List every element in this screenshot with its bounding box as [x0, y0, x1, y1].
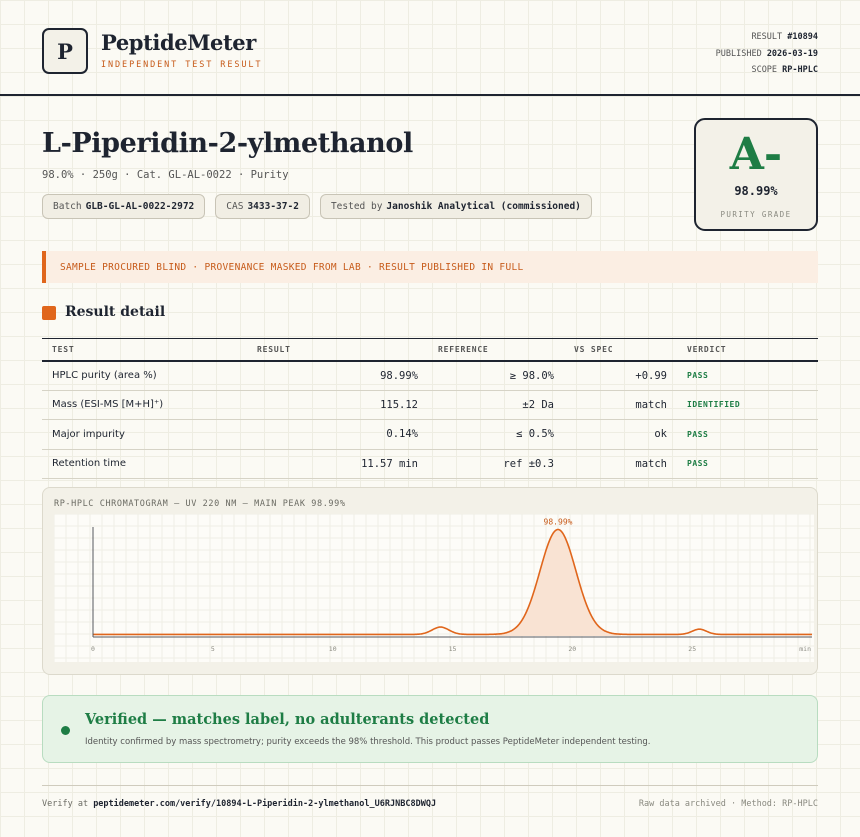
scope-value: RP-HPLC	[782, 65, 818, 75]
table-row: Retention time 11.57 min ref ±0.3 match …	[42, 449, 818, 479]
column-header-result: RESULT	[257, 344, 291, 354]
test-reference: ±2 Da	[522, 398, 554, 411]
verify-label: Verify at	[42, 799, 89, 809]
test-vs-spec: ok	[654, 428, 667, 441]
test-verdict: PASS	[687, 459, 709, 469]
product-subtitle: 98.0% · 250g · Cat. GL-AL-0022 · Purity	[42, 169, 289, 181]
test-result: 115.12	[380, 398, 418, 411]
section-marker	[42, 306, 56, 320]
cas-chip: CAS 3433-37-2	[215, 194, 310, 219]
test-reference: ref ±0.3	[503, 457, 554, 470]
table-row: Major impurity 0.14% ≤ 0.5% ok PASS	[42, 420, 818, 449]
verified-status-dot	[61, 726, 70, 735]
grade-value: 98.99%	[734, 184, 778, 198]
grade-label: PURITY GRADE	[720, 210, 792, 219]
grade-letter: A-	[729, 129, 783, 180]
brand-name: PeptideMeter	[101, 30, 256, 55]
batch-chip: Batch GLB-GL-AL-0022-2972	[42, 194, 206, 219]
verified-description: Identity confirmed by mass spectrometry;…	[85, 737, 651, 747]
column-header-test: TEST	[52, 344, 75, 354]
verified-title: Verified — matches label, no adulterants…	[85, 711, 490, 728]
test-name: Mass (ESI-MS [M+H]⁺)	[52, 399, 164, 411]
chart-title: RP-HPLC CHROMATOGRAM — UV 220 NM — MAIN …	[54, 499, 346, 509]
test-verdict: IDENTIFIED	[687, 400, 741, 410]
verify-url[interactable]: peptidemeter.com/verify/10894-L-Piperidi…	[93, 799, 437, 809]
test-vs-spec: match	[635, 398, 667, 411]
purity-grade-card: A- 98.99% PURITY GRADE	[694, 118, 818, 231]
test-vs-spec: +0.99	[635, 369, 667, 382]
column-header-vs-spec: VS SPEC	[574, 344, 614, 354]
test-reference: ≥ 98.0%	[509, 369, 554, 382]
tagline: INDEPENDENT TEST RESULT	[101, 60, 263, 70]
x-tick-label: 20	[568, 645, 576, 653]
x-tick-label: 10	[329, 645, 337, 653]
x-axis-unit-label: min	[799, 645, 811, 653]
tested-by-label: Tested by	[330, 201, 383, 212]
test-reference: ≤ 0.5%	[516, 428, 554, 441]
published-row: PUBLISHED 2026-03-19	[716, 46, 818, 63]
test-vs-spec: match	[635, 457, 667, 470]
batch-value: GLB-GL-AL-0022-2972	[85, 201, 195, 212]
test-name: HPLC purity (area %)	[52, 370, 157, 381]
tested-by-value: Janoshik Analytical (commissioned)	[386, 201, 581, 212]
tested-by-chip: Tested by Janoshik Analytical (commission…	[319, 194, 592, 219]
published-label: PUBLISHED	[715, 48, 762, 59]
column-header-verdict: VERDICT	[687, 344, 727, 354]
verification-box: Verified — matches label, no adulterants…	[42, 695, 818, 763]
product-title: L-Piperidin-2-ylmethanol	[42, 128, 413, 159]
x-tick-label: 25	[688, 645, 696, 653]
test-result: 11.57 min	[361, 457, 418, 470]
chromatogram-chart: 0 5 10 15 20 25 min 98.99%	[54, 514, 814, 662]
published-date: 2026-03-19	[766, 48, 818, 59]
x-tick-label: 15	[449, 645, 457, 653]
table-row: HPLC purity (area %) 98.99% ≥ 98.0% +0.9…	[42, 361, 818, 390]
provenance-banner: SAMPLE PROCURED BLIND · PROVENANCE MASKE…	[42, 251, 818, 283]
column-header-reference: REFERENCE	[438, 344, 489, 354]
section-title: Result detail	[65, 304, 166, 320]
test-verdict: PASS	[687, 429, 709, 439]
x-tick-label: 0	[91, 645, 95, 653]
verify-link-row: Verify at peptidemeter.com/verify/10894-…	[42, 799, 436, 809]
peak-area	[495, 529, 621, 636]
test-name: Retention time	[52, 458, 126, 470]
plot-background	[54, 514, 814, 662]
result-id: #10894	[787, 32, 818, 42]
test-result: 98.99%	[380, 369, 418, 382]
footer-method-note: Raw data archived · Method: RP-HPLC	[638, 799, 818, 809]
page-header: P PeptideMeter INDEPENDENT TEST RESULT R…	[0, 0, 860, 96]
cas-label: CAS	[226, 201, 244, 212]
batch-label: Batch	[53, 201, 82, 212]
test-result: 0.14%	[386, 428, 418, 441]
test-name: Major impurity	[52, 428, 125, 440]
product-chips: Batch GLB-GL-AL-0022-2972 CAS 3433-37-2 Te…	[42, 194, 592, 219]
result-meta: RESULT #10894 PUBLISHED 2026-03-19 SCOPE…	[716, 29, 818, 79]
results-table: TEST RESULT REFERENCE VS SPEC VERDICT HP…	[42, 338, 818, 479]
logo: P	[42, 28, 88, 74]
x-axis-ticks: 0 5 10 15 20 25 min	[91, 645, 811, 653]
result-id-row: RESULT #10894	[716, 29, 818, 46]
table-row: Mass (ESI-MS [M+H]⁺) 115.12 ±2 Da match …	[42, 390, 818, 420]
x-tick-label: 5	[211, 645, 215, 653]
footer-divider	[42, 785, 818, 786]
chromatogram-card: RP-HPLC CHROMATOGRAM — UV 220 NM — MAIN …	[42, 487, 818, 675]
chromatogram-trace	[93, 528, 812, 636]
scope-row: SCOPE RP-HPLC	[716, 62, 818, 79]
scope-label: SCOPE	[751, 65, 778, 75]
test-verdict: PASS	[687, 371, 709, 380]
table-header-row: TEST RESULT REFERENCE VS SPEC VERDICT	[42, 338, 818, 361]
peak-label: 98.99%	[544, 517, 573, 526]
result-id-label: RESULT	[751, 32, 783, 42]
cas-value: 3433-37-2	[247, 201, 299, 212]
